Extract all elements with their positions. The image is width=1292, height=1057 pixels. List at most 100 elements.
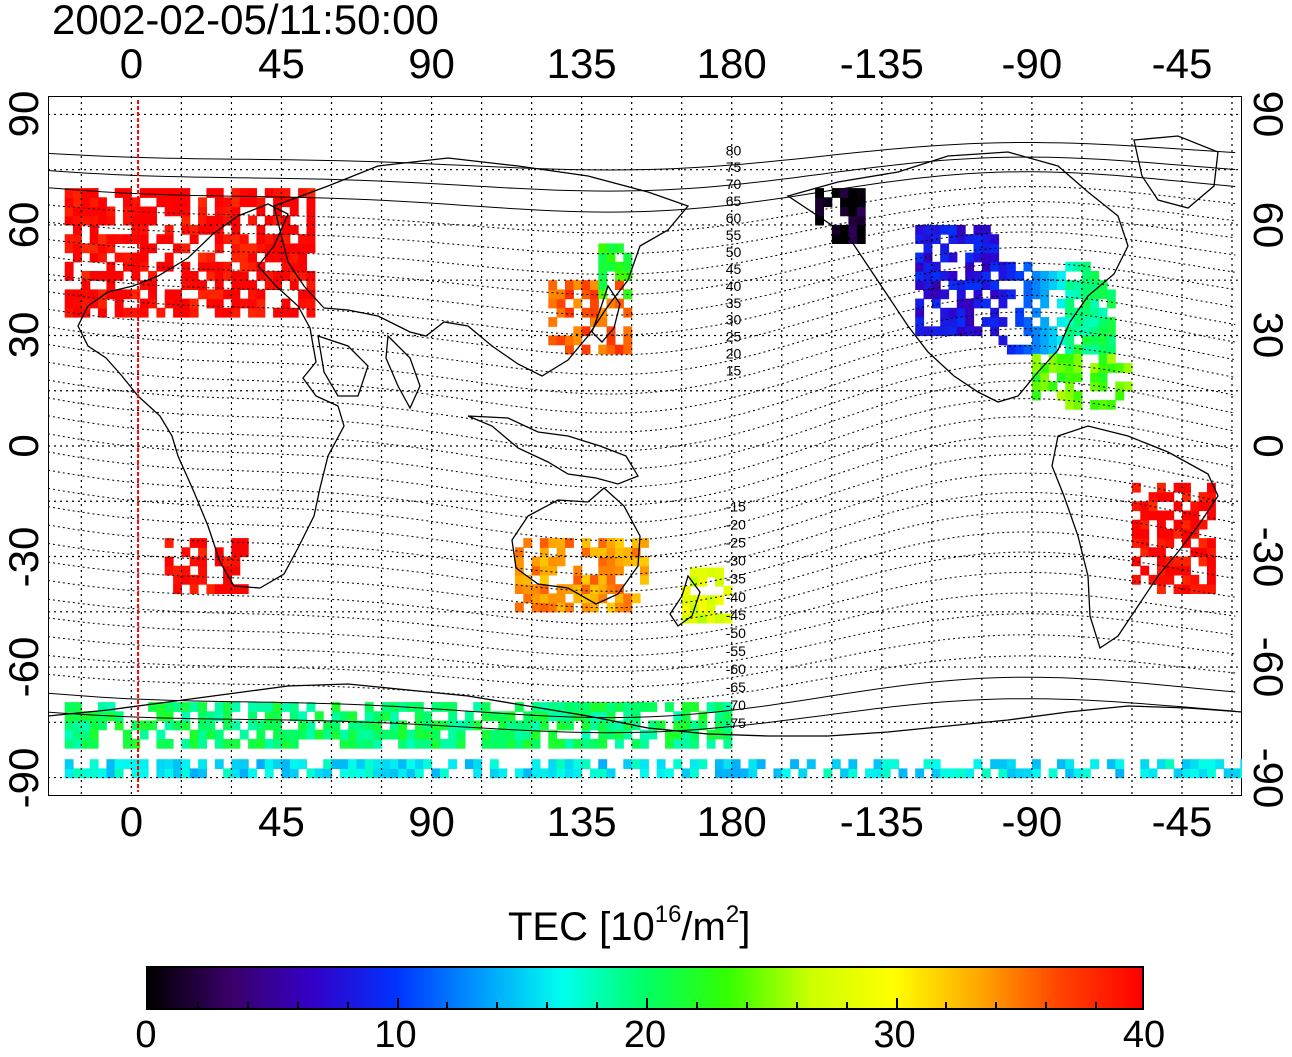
tec-cell xyxy=(590,720,599,731)
tec-cell xyxy=(1023,326,1033,337)
tec-cell xyxy=(531,720,541,731)
tec-cell xyxy=(615,738,624,749)
tec-cell xyxy=(81,215,91,226)
tec-cell xyxy=(998,261,1008,272)
tec-cell xyxy=(164,556,174,567)
tec-cell xyxy=(990,289,1000,300)
tec-cell xyxy=(139,252,149,263)
tec-cell xyxy=(598,280,608,290)
tec-cell xyxy=(1123,363,1133,373)
tec-cell xyxy=(256,224,266,235)
tec-cell xyxy=(73,197,82,208)
tec-cell xyxy=(523,738,533,749)
tec-cell xyxy=(156,188,166,198)
tec-cell xyxy=(481,711,491,722)
tec-cell xyxy=(356,759,366,769)
tec-cell xyxy=(289,759,299,769)
tec-cell xyxy=(940,271,950,281)
tec-cell xyxy=(281,702,291,712)
tec-cell xyxy=(973,224,983,235)
tec-cell xyxy=(189,224,199,235)
tec-cell xyxy=(198,565,207,576)
tec-cell xyxy=(81,720,91,731)
tec-cell xyxy=(73,702,82,712)
colorbar-tick-1: 10 xyxy=(374,1014,417,1056)
tec-cell xyxy=(915,261,925,272)
tec-cell xyxy=(573,593,583,604)
mag-lat-label: 35 xyxy=(726,295,742,311)
tec-cell xyxy=(198,574,207,585)
tec-cell xyxy=(615,344,624,355)
tec-cell xyxy=(406,738,416,749)
tec-cell xyxy=(498,738,508,749)
tec-cell xyxy=(131,720,141,731)
tec-cell xyxy=(1148,768,1158,779)
tec-cell xyxy=(98,215,107,226)
tec-cell xyxy=(556,335,566,346)
tec-cell xyxy=(1031,326,1041,337)
tec-cell xyxy=(356,738,366,749)
tec-cell xyxy=(623,252,633,263)
tec-cell xyxy=(373,738,383,749)
tec-cell xyxy=(131,289,141,300)
tec-cell xyxy=(690,768,699,779)
tec-cell xyxy=(865,768,874,779)
tec-cell xyxy=(856,215,866,226)
tec-cell xyxy=(231,289,241,300)
tec-cell xyxy=(1198,501,1208,512)
right-lat-tick-6: -90 xyxy=(1245,747,1292,808)
tec-cell xyxy=(656,759,666,769)
tec-cell xyxy=(181,224,191,235)
tec-cell xyxy=(256,197,266,208)
tec-cell xyxy=(181,565,191,576)
tec-cell xyxy=(706,738,716,749)
tec-cell xyxy=(681,768,691,779)
tec-cell xyxy=(948,234,958,244)
tec-cell xyxy=(298,711,307,722)
tec-cell xyxy=(64,188,74,198)
top-lon-tick-6: -90 xyxy=(1001,40,1063,87)
tec-cell xyxy=(223,556,232,567)
tec-cell xyxy=(1148,492,1158,502)
tec-cell xyxy=(398,768,408,779)
tec-cell xyxy=(565,335,574,346)
colorbar-title-unit-exponent: 2 xyxy=(725,901,740,928)
tec-cell xyxy=(114,271,124,281)
tec-cell xyxy=(715,720,724,731)
tec-cell xyxy=(1165,574,1175,585)
tec-cell xyxy=(248,711,257,722)
tec-cell xyxy=(331,711,341,722)
tec-cell xyxy=(1182,574,1191,585)
tec-cell xyxy=(1065,381,1075,392)
tec-cell xyxy=(1198,556,1208,567)
tec-cell xyxy=(615,243,624,254)
bottom-lon-tick-7: -45 xyxy=(1151,798,1213,845)
tec-cell xyxy=(189,584,199,594)
tec-cell xyxy=(956,298,966,309)
tec-cell xyxy=(1098,363,1108,373)
tec-cell xyxy=(81,307,91,318)
tec-cell xyxy=(1157,492,1166,502)
tec-cell xyxy=(956,224,966,235)
tec-cell xyxy=(681,604,691,615)
tec-cell xyxy=(106,759,116,769)
tec-cell xyxy=(1115,363,1125,373)
tec-cell xyxy=(214,759,224,769)
tec-cell xyxy=(923,224,933,235)
tec-cell xyxy=(848,206,858,217)
tec-cell xyxy=(231,584,241,594)
tec-cell xyxy=(348,759,358,769)
tec-cell xyxy=(514,574,524,585)
tec-cell xyxy=(273,720,282,731)
mag-contour xyxy=(48,453,1236,542)
mag-contour xyxy=(48,698,1236,734)
tec-cell xyxy=(615,261,624,272)
tec-cell xyxy=(231,547,241,558)
tec-cell xyxy=(640,729,649,740)
tec-cell xyxy=(598,768,608,779)
tec-cell xyxy=(556,602,566,613)
tec-cell xyxy=(840,197,849,208)
tec-cell xyxy=(948,768,958,779)
tec-cell xyxy=(148,206,157,217)
top-lon-tick-2: 90 xyxy=(408,40,455,87)
